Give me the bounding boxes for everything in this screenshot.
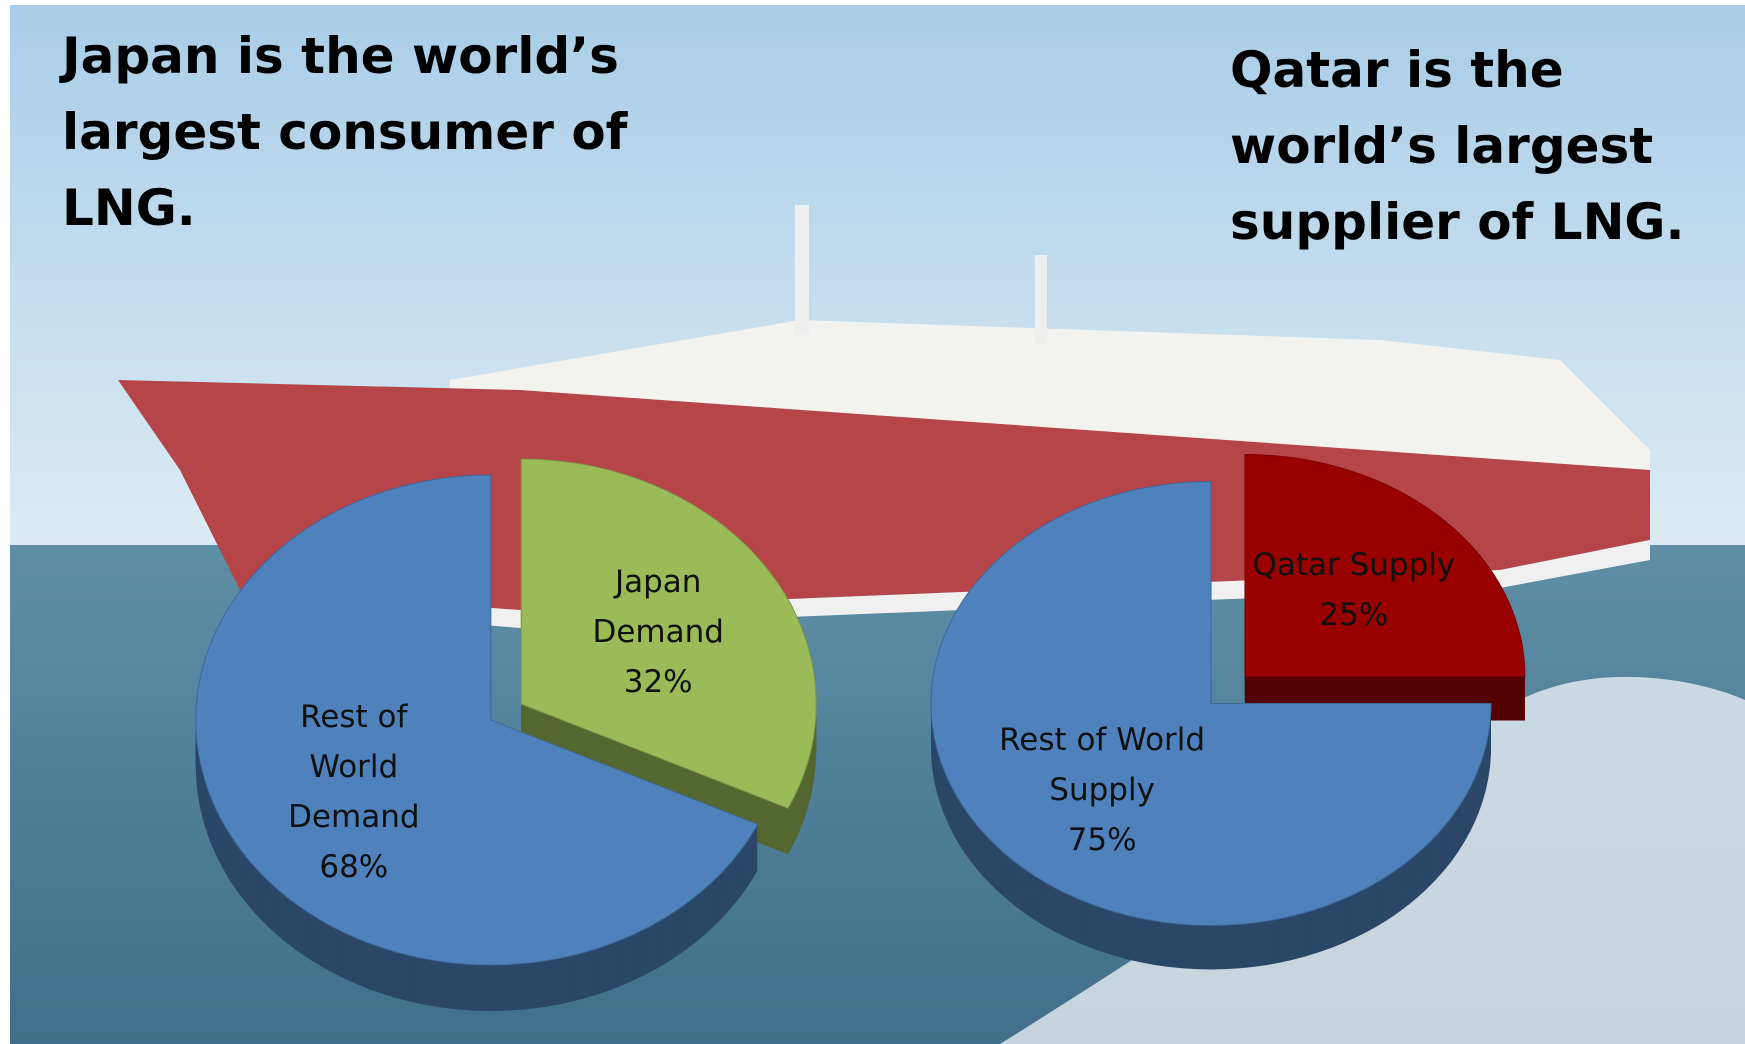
slice-value-label: 75% — [995, 815, 1210, 865]
chart-title: Japan is the world’s largest consumer of… — [62, 18, 682, 246]
slice-category: Qatar Supply — [1246, 540, 1461, 590]
slice-category: Japan Demand — [588, 557, 728, 657]
chart-title: Qatar is the world’s largest supplier of… — [1230, 32, 1710, 260]
slice-category: Rest of World Demand — [284, 692, 424, 842]
slice-value-label: 68% — [284, 842, 424, 892]
ship-mast — [1035, 255, 1047, 345]
slice-value-label: 32% — [588, 657, 728, 707]
slide: Japan is the world’s largest consumer of… — [0, 0, 1745, 1044]
ship-mast — [795, 205, 809, 335]
slice-category: Rest of World Supply — [995, 715, 1210, 815]
slice-value-label: 25% — [1246, 590, 1461, 640]
